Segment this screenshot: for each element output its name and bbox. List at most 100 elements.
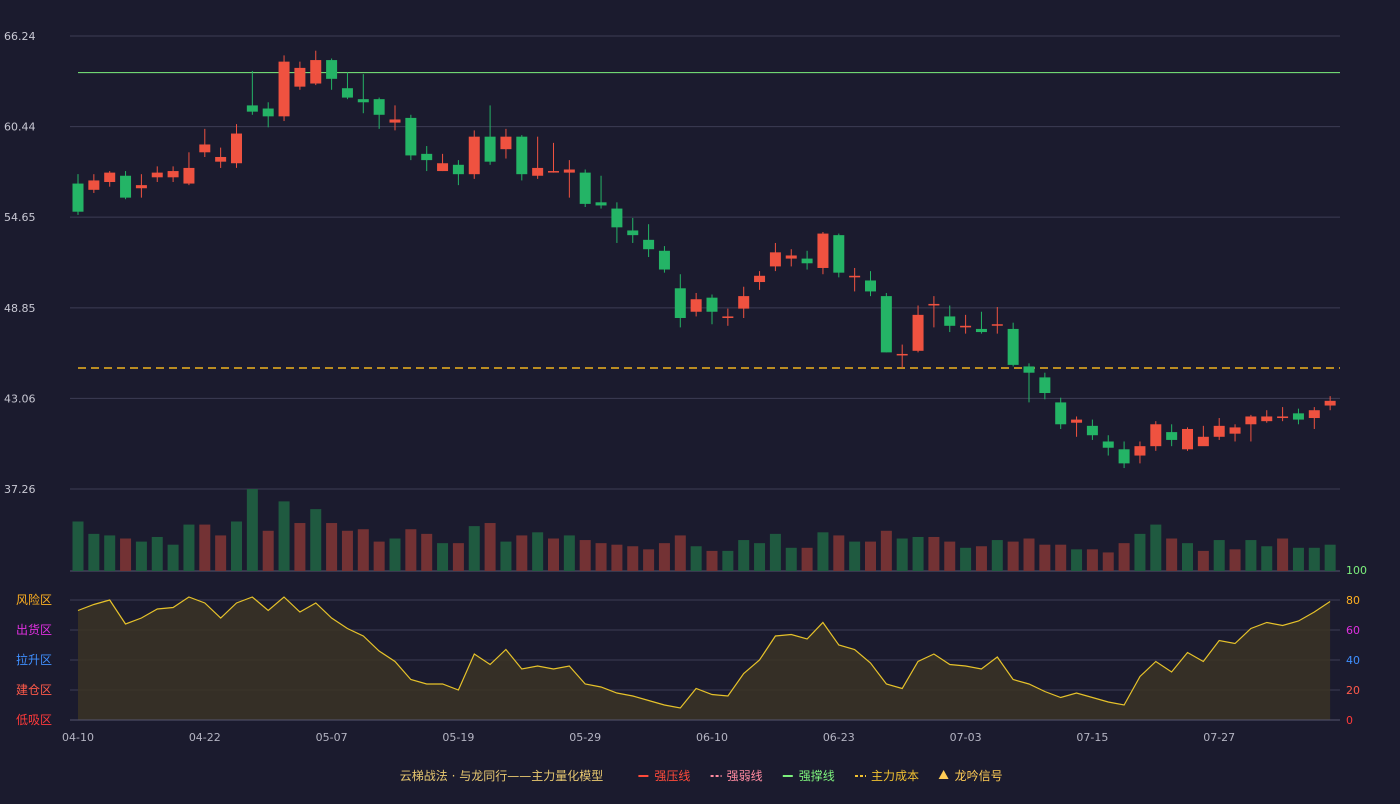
candle: [595, 175, 607, 209]
volume-bar: [167, 544, 179, 571]
candle: [104, 171, 116, 187]
candle-body: [1134, 446, 1146, 456]
candle: [357, 74, 369, 114]
candle-body: [1292, 413, 1304, 420]
candle: [246, 71, 258, 115]
volume-bar: [183, 524, 195, 571]
candle: [1324, 396, 1336, 411]
candle-body: [183, 167, 195, 184]
candle: [199, 128, 211, 157]
volume-bar: [849, 541, 861, 571]
x-tick-label: 07-27: [1203, 731, 1235, 744]
volume-bar: [1292, 547, 1304, 571]
volume-bar: [944, 541, 956, 571]
legend-item: 强撑线: [782, 768, 835, 783]
volume-bar: [1023, 538, 1035, 571]
candle: [1166, 424, 1178, 447]
candle: [643, 224, 655, 258]
candle: [1292, 408, 1304, 425]
candle-body: [865, 280, 876, 292]
candle-body: [722, 316, 734, 318]
candle: [1134, 441, 1146, 464]
indicator-tick-label: 80: [1346, 594, 1360, 607]
volume-bars: [72, 489, 1336, 571]
volume-bar: [294, 523, 306, 571]
candle-body: [738, 296, 750, 309]
volume-bar: [754, 543, 766, 571]
candle-body: [1007, 328, 1019, 365]
volume-bar: [1039, 544, 1051, 571]
volume-bar: [468, 526, 480, 571]
volume-bar: [1102, 552, 1114, 571]
legend: 云梯战法 · 与龙同行——主力量化模型 强压线 强弱线 强撑线 主力成本 龙吟信号: [400, 768, 1003, 783]
candle-body: [326, 60, 338, 79]
candle-body: [452, 164, 464, 175]
candle-body: [1150, 424, 1162, 447]
candle: [1055, 397, 1067, 429]
volume-bar: [199, 524, 211, 571]
candle-body: [880, 296, 892, 353]
price-tick-label: 54.65: [4, 211, 36, 224]
legend-label: 强压线: [654, 769, 690, 783]
candle: [611, 202, 623, 243]
candle: [960, 314, 972, 334]
volume-bar: [262, 530, 274, 571]
volume-bar: [1277, 538, 1289, 571]
volume-bar: [912, 536, 924, 571]
volume-bar: [643, 549, 655, 571]
volume-bar: [389, 538, 401, 571]
legend-label: 主力成本: [871, 769, 919, 783]
candle-body: [801, 258, 813, 264]
price-tick-label: 43.06: [4, 392, 36, 405]
candle: [326, 58, 338, 90]
candle-body: [1166, 432, 1178, 440]
candle: [88, 174, 100, 193]
volume-bar: [1150, 524, 1162, 571]
volume-bar: [1055, 544, 1067, 571]
volume-bar: [1182, 543, 1193, 571]
volume-bar: [1166, 538, 1178, 571]
candle: [1261, 410, 1273, 423]
candle-body: [484, 136, 496, 162]
indicator-tick-label: 0: [1346, 714, 1353, 727]
candle: [437, 153, 449, 172]
candle-body: [72, 183, 84, 212]
candle-body: [1055, 402, 1067, 425]
candles: [72, 50, 1336, 469]
candle: [294, 61, 306, 90]
volume-bar: [960, 547, 972, 571]
price-tick-label: 37.26: [4, 483, 36, 496]
legend-item: 强压线: [638, 769, 690, 783]
price-tick-label: 66.24: [4, 30, 36, 43]
candle-body: [706, 297, 718, 312]
candle-body: [421, 153, 433, 161]
candle-body: [341, 88, 353, 98]
volume-bar: [690, 546, 702, 571]
volume-bar: [278, 501, 290, 571]
candle-body: [1086, 425, 1098, 436]
volume-bar: [865, 541, 876, 571]
candle-body: [769, 252, 781, 267]
indicator-line: [77, 596, 1331, 709]
price-tick-label: 48.85: [4, 302, 36, 315]
volume-bar: [246, 489, 258, 571]
candle: [579, 169, 591, 208]
candle-body: [960, 325, 972, 328]
price-grid: [70, 35, 1340, 490]
volume-bar: [484, 523, 496, 571]
candle: [674, 274, 686, 328]
candle: [548, 142, 559, 173]
candle: [167, 166, 179, 182]
volume-bar: [326, 523, 338, 571]
candle: [452, 160, 464, 186]
x-tick-label: 06-23: [823, 731, 855, 744]
x-tick-label: 04-22: [189, 731, 221, 744]
candle-body: [1308, 410, 1320, 419]
candle: [849, 267, 861, 292]
candle-body: [817, 233, 829, 268]
candle-body: [389, 119, 401, 123]
candle-body: [516, 136, 528, 175]
candle: [627, 217, 639, 243]
volume-bar: [1261, 546, 1273, 571]
volume-bar: [880, 530, 892, 571]
